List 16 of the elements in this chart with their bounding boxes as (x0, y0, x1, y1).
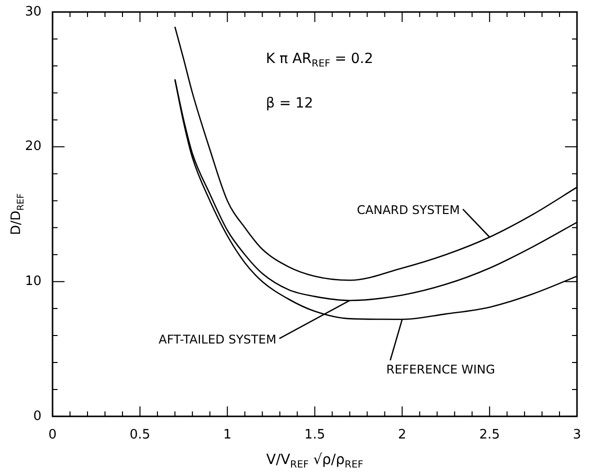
y-axis-title: D/DREF (9, 193, 26, 236)
y-tick-label: 0 (33, 408, 42, 424)
x-tick-label: 3 (572, 428, 582, 443)
x-tick-label: 1 (223, 428, 232, 443)
y-tick-label: 30 (24, 4, 42, 20)
annotation: β = 12 (266, 96, 314, 112)
x-tick-label: 2 (398, 428, 406, 443)
x-tick-label: 0.5 (130, 428, 150, 443)
x-tick-label: 2.5 (479, 428, 500, 443)
x-tick-label: 0 (48, 428, 57, 443)
y-tick-label: 10 (24, 274, 42, 289)
text: CANARD SYSTEM (356, 203, 460, 218)
x-tick-label: 1.5 (304, 428, 326, 443)
text: AFT-TAILED SYSTEM (158, 332, 276, 347)
text: REFERENCE WING (386, 362, 496, 376)
y-tick-label: 20 (24, 139, 42, 154)
